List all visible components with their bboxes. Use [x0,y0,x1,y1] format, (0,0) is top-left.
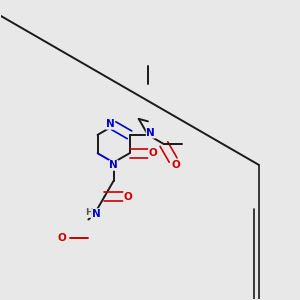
Text: N: N [109,160,118,170]
Text: H: H [85,208,92,217]
Text: O: O [172,160,180,170]
Text: O: O [124,192,133,202]
Text: O: O [57,233,66,243]
Text: N: N [92,209,100,219]
Text: O: O [149,148,158,158]
Text: N: N [146,128,155,138]
Text: N: N [106,119,115,129]
